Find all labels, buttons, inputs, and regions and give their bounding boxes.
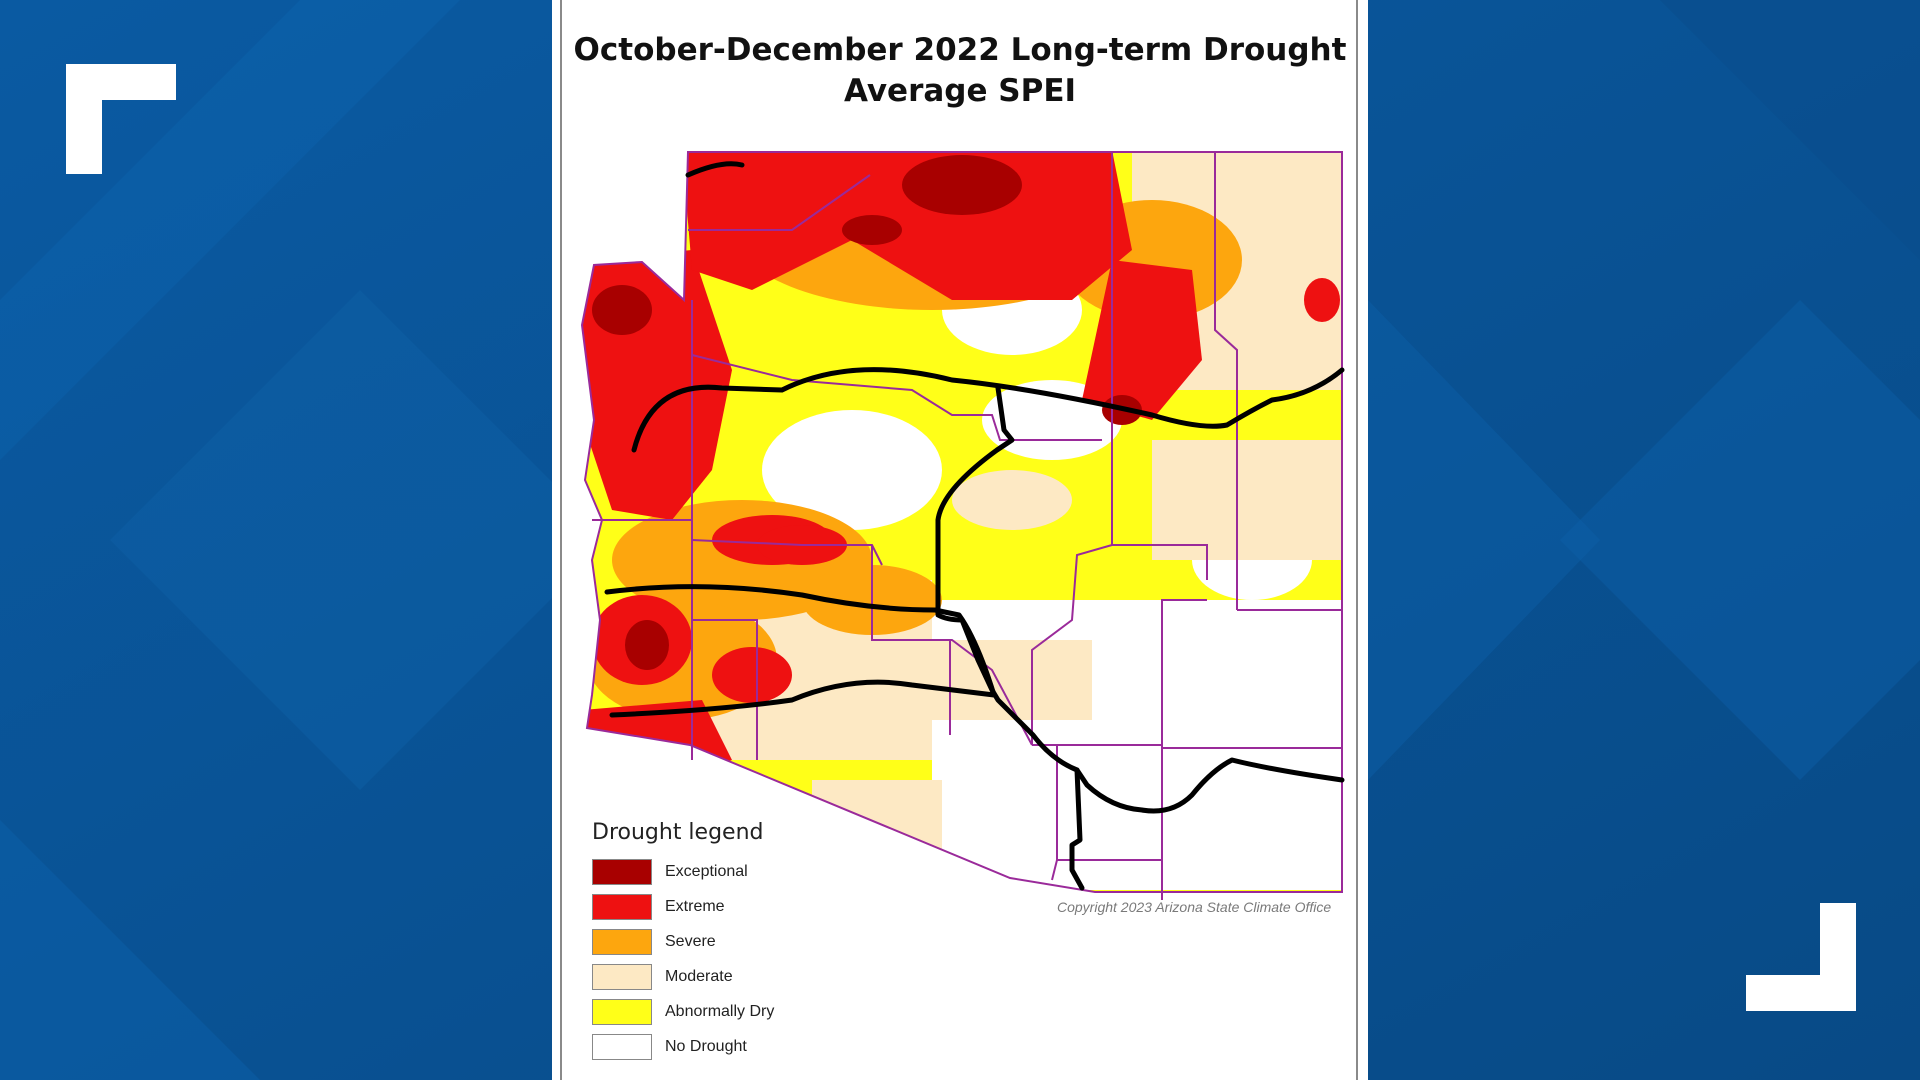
interstate-highways [604,161,1345,891]
top-left-bracket-icon [66,64,176,174]
map-title-line-1: October-December 2022 Long-term Drought [573,32,1347,68]
legend-item-moderate: Moderate [592,964,764,999]
legend-label-extreme: Extreme [665,898,725,915]
legend-label-no-drought: No Drought [665,1038,747,1055]
bottom-right-bracket-icon [1746,903,1856,1011]
legend-item-exceptional: Exceptional [592,859,764,894]
map-title-line-2: Average SPEI [843,73,1077,109]
legend-label-abnormally-dry: Abnormally Dry [665,1003,775,1020]
legend-title: Drought legend [592,820,764,845]
legend-swatch-severe [592,929,652,955]
legend-swatch-moderate [592,964,652,990]
panel-left-border [560,0,562,1080]
legend-item-extreme: Extreme [592,894,764,929]
legend-label-severe: Severe [665,933,716,950]
legend-swatch-abnormally-dry [592,999,652,1025]
map-panel: October-December 2022 Long-term Drought … [552,0,1368,1080]
legend-item-no-drought: No Drought [592,1034,764,1069]
legend-item-severe: Severe [592,929,764,964]
map-title: October-December 2022 Long-term Drought … [552,30,1368,112]
county-boundaries [580,151,1343,900]
legend-swatch-exceptional [592,859,652,885]
drought-map [580,151,1345,900]
legend-swatch-no-drought [592,1034,652,1060]
panel-right-border [1356,0,1358,1080]
legend-item-abnormally-dry: Abnormally Dry [592,999,774,1034]
drought-legend: Drought legend Exceptional Extreme Sever… [592,820,774,1069]
legend-label-moderate: Moderate [665,968,733,985]
copyright-notice: Copyright 2023 Arizona State Climate Off… [1057,899,1332,915]
legend-swatch-extreme [592,894,652,920]
legend-label-exceptional: Exceptional [665,863,748,880]
